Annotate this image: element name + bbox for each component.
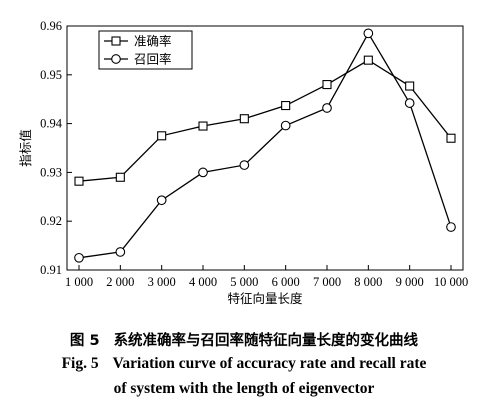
data-point-circle <box>446 222 456 232</box>
data-point-square <box>281 100 291 111</box>
data-point-circle <box>198 167 208 178</box>
figure-label-english: Fig. 5 <box>61 355 99 372</box>
data-point-square <box>322 80 332 90</box>
figure-label-chinese: 图 5 <box>69 333 100 349</box>
y-tick-label: 0.93 <box>40 165 62 179</box>
figure-caption-english-text-2: of system with the length of eigenvector <box>113 380 375 397</box>
data-point-circle <box>156 195 167 206</box>
figure-caption-english-line-1: Fig. 5 Variation curve of accuracy rate a… <box>0 355 488 373</box>
data-point-circle <box>280 120 291 131</box>
x-tick-label: 2 000 <box>106 275 134 289</box>
x-tick-label: 10 000 <box>434 275 468 289</box>
series-line <box>78 32 452 259</box>
data-point-square <box>157 131 167 141</box>
line-chart: 1 000 2 000 3 000 4 000 5 000 6 000 7 000 8 000… <box>18 19 468 306</box>
data-point-square <box>405 81 415 91</box>
figure-caption-english-line-2: of system with the length of eigenvector <box>0 380 488 398</box>
figure-caption-chinese-text: 系统准确率与召回率随特征向量长度的变化曲线 <box>113 333 419 349</box>
legend-label: 准确率 <box>134 34 172 49</box>
y-axis-title: 指标值 <box>18 129 33 167</box>
data-point-circle <box>74 252 84 263</box>
x-tick-label: 7 000 <box>313 275 341 289</box>
data-point-square <box>115 172 125 182</box>
series-line <box>78 59 452 182</box>
data-point-circle <box>239 160 250 170</box>
legend-circle-marker <box>111 54 121 64</box>
y-tick-label: 0.92 <box>40 214 62 228</box>
x-tick-label: 5 000 <box>230 275 258 289</box>
x-tick-label: 4 000 <box>189 275 217 289</box>
legend-square-marker <box>111 36 121 46</box>
series-layer <box>74 28 456 263</box>
figure-caption-chinese: 图 5 系统准确率与召回率随特征向量长度的变化曲线 <box>0 329 488 350</box>
figure-caption-english-text-1: Variation curve of accuracy rate and rec… <box>112 355 427 372</box>
axis-ticks: 1 000 2 000 3 000 4 000 5 000 6 000 7 000 8 000… <box>40 19 468 289</box>
y-tick-label: 0.94 <box>40 117 63 131</box>
y-tick-label: 0.96 <box>40 19 62 33</box>
x-tick-label: 8 000 <box>354 275 382 289</box>
series-1 <box>74 55 456 186</box>
series-2 <box>74 28 456 263</box>
data-point-circle <box>322 103 332 113</box>
x-tick-label: 9 000 <box>396 275 424 289</box>
data-point-circle <box>363 28 374 39</box>
x-tick-label: 3 000 <box>148 275 176 289</box>
x-axis-title: 特征向量长度 <box>227 291 303 306</box>
legend-label: 召回率 <box>134 52 172 67</box>
x-tick-label: 6 000 <box>272 275 300 289</box>
data-point-square <box>74 176 84 186</box>
data-point-circle <box>404 98 415 108</box>
data-point-square <box>239 114 249 124</box>
x-tick-label: 1 000 <box>65 275 93 289</box>
y-tick-label: 0.95 <box>40 68 62 82</box>
plot-frame <box>66 25 464 271</box>
data-point-square <box>198 121 208 131</box>
data-point-square <box>363 55 373 65</box>
data-point-square <box>446 133 456 143</box>
y-tick-label: 0.91 <box>40 263 62 277</box>
data-point-circle <box>115 247 126 257</box>
